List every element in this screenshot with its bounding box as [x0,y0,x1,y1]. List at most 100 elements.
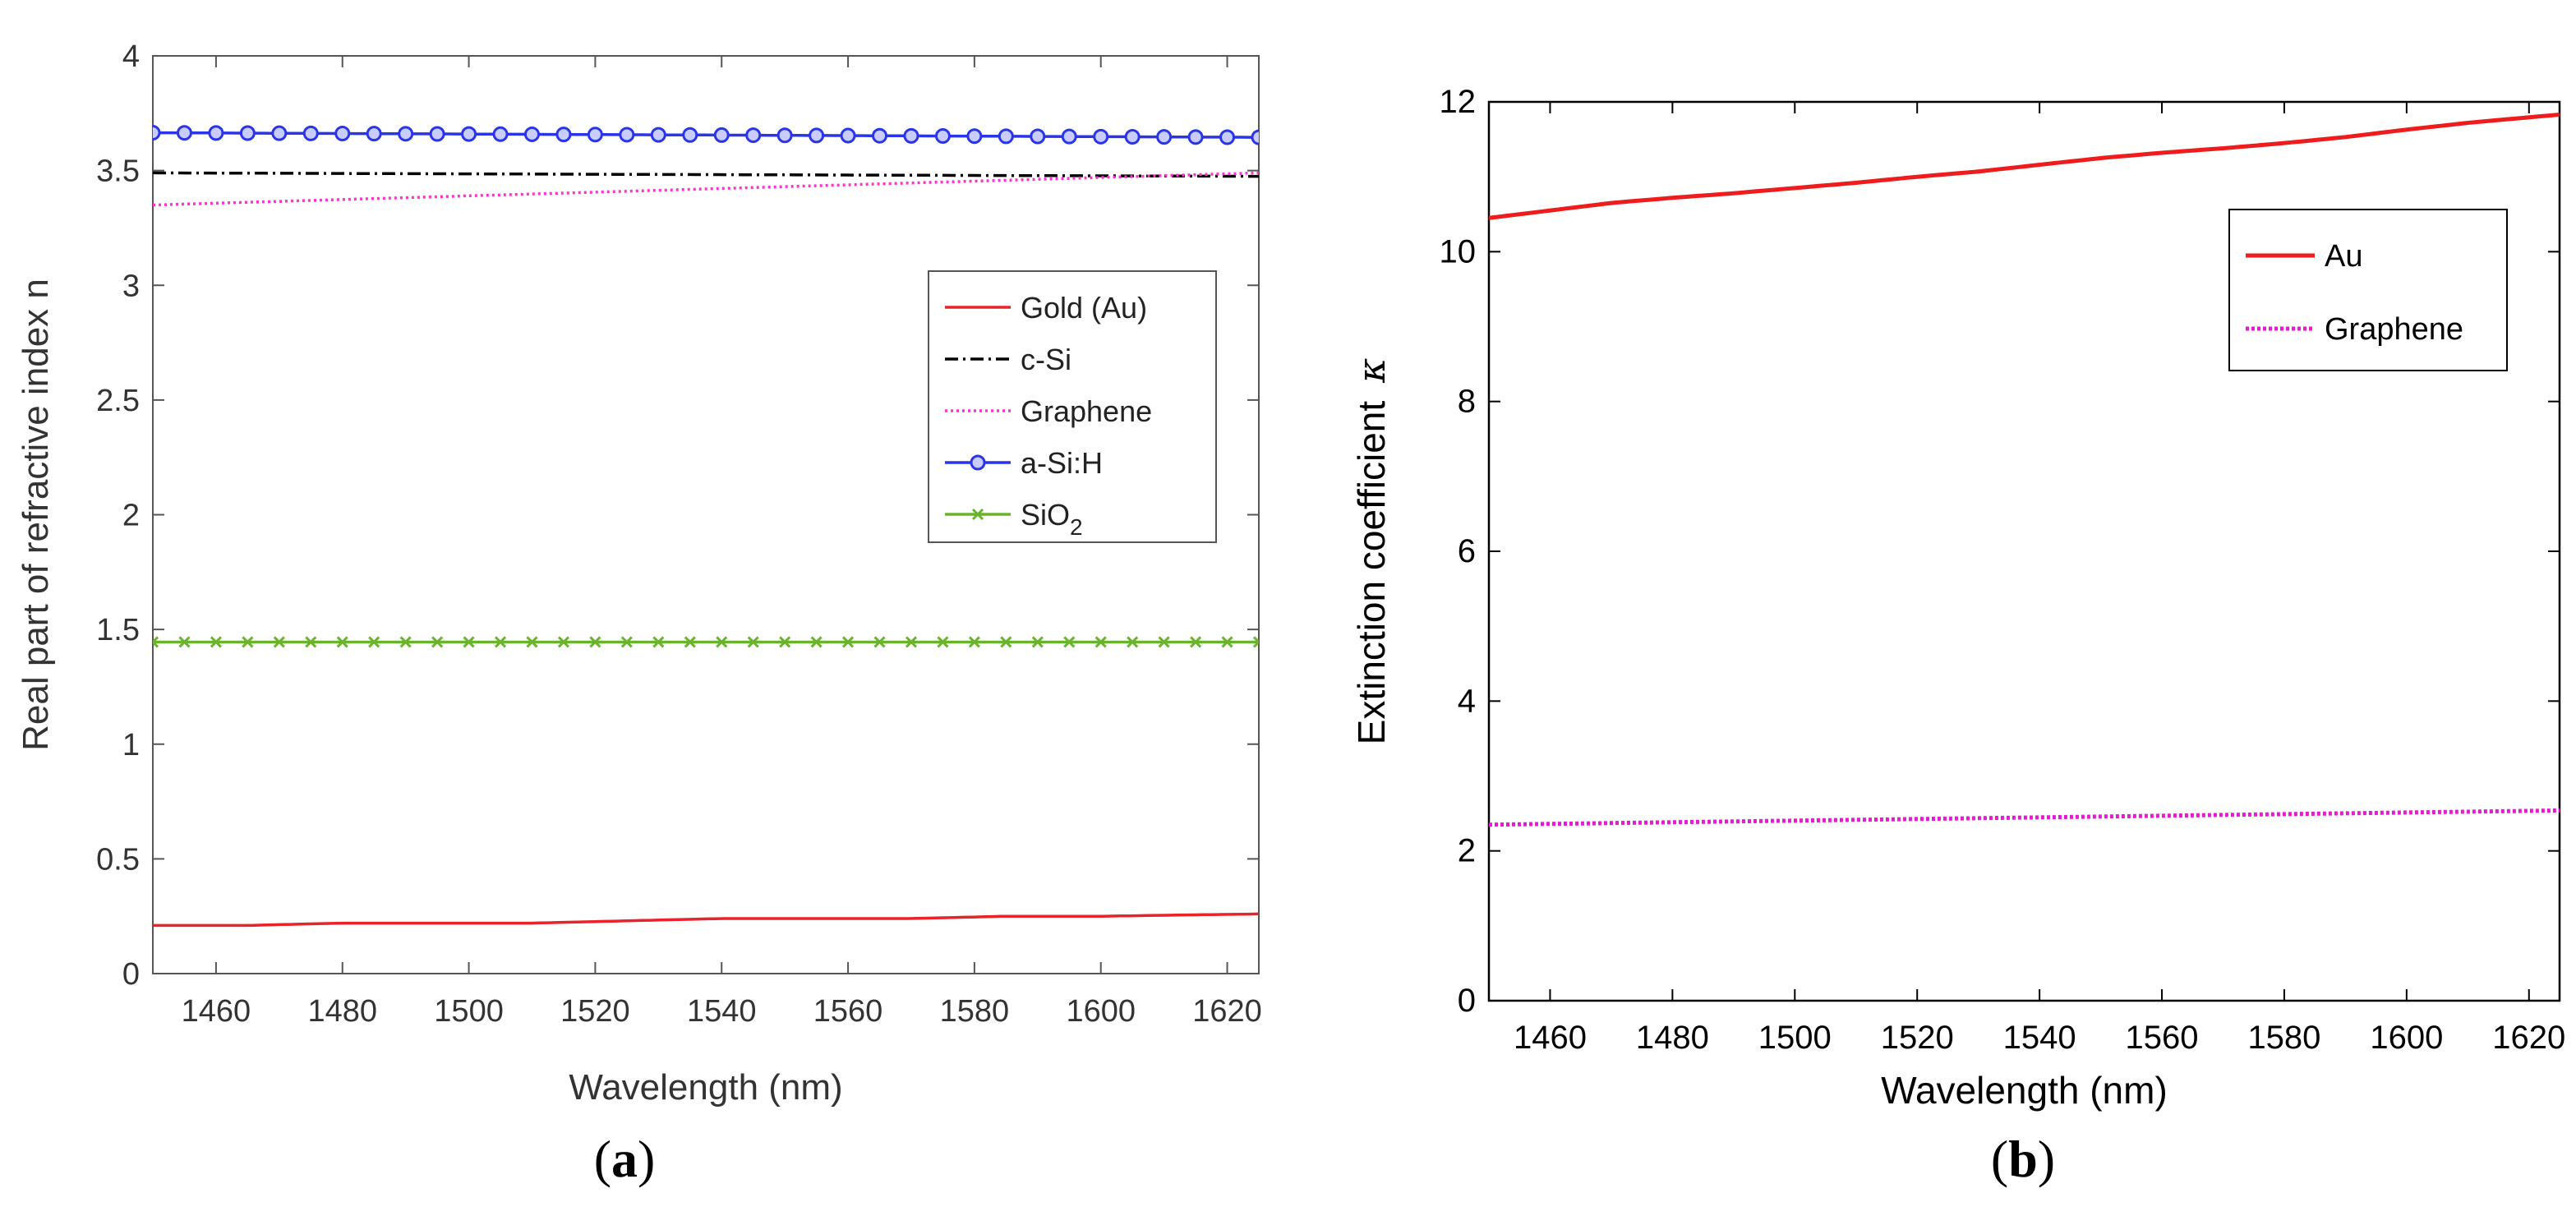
y-tick-label: 4 [122,39,140,74]
series-marker-sio [747,636,759,648]
y-tick-label: 0 [122,957,140,992]
series-marker-sio [1190,636,1202,648]
legend-entry: c-Si [1021,343,1071,376]
series-marker-a-si-h [492,126,509,142]
panel-letter: a [611,1130,638,1188]
series-marker-a-si-h [587,127,603,143]
series-marker-a-si-h [934,128,951,145]
series-marker-a-si-h [903,127,919,144]
series-marker-sio [1221,636,1233,648]
legend-marker [970,454,986,471]
series-marker-a-si-h [555,127,572,143]
y-tick-label: 4 [1458,683,1476,719]
series-layer [1489,113,2560,827]
y-axis-symbol: κ [1349,358,1394,384]
x-tick-label: 1540 [2003,1020,2076,1056]
legend-entry: a-Si:H [1021,446,1103,480]
series-marker-sio [716,636,728,648]
series-marker-sio [841,636,855,648]
series-line-au [1489,113,2560,220]
series-marker-sio [210,636,222,648]
panel-letter: b [2008,1130,2038,1188]
series-marker-a-si-h [153,125,161,141]
series-marker-a-si-h [809,127,825,144]
series-marker-sio [1127,636,1139,648]
series-layer [153,125,1259,928]
legend-frame [928,270,1217,543]
x-tick-label: 1600 [1066,994,1136,1029]
series-marker-sio [399,636,412,648]
legend-entry-label: c-Si [1021,343,1071,376]
series-marker-sio [779,636,791,648]
x-tick-label: 1580 [2247,1020,2320,1056]
legend-entry-label: Au [2325,239,2362,274]
y-tick-label: 0 [1458,983,1476,1019]
legend-entry-label: Graphene [1021,394,1152,428]
series-marker-sio [968,636,980,648]
series-marker-a-si-h [208,125,224,141]
x-tick-label: 1620 [1192,994,1262,1029]
series-marker-sio [305,636,317,648]
panel-paren-open: ( [1991,1130,2008,1188]
series-marker-a-si-h [1061,128,1077,145]
panel-label: (b) [1991,1130,2055,1188]
x-tick-label: 1520 [560,994,630,1029]
series-marker-sio [463,636,475,648]
series-marker-sio [620,636,633,648]
x-axis-label: Wavelength (nm) [569,1067,842,1108]
x-tick-label: 1500 [1758,1020,1832,1056]
legend: Gold (Au) c-Si Graphene a-Si:H SiO2 [928,270,1217,543]
series-marker-a-si-h [650,127,666,143]
series-marker-a-si-h [1187,129,1204,145]
series-marker-sio [1158,636,1170,648]
legend-entry-label: Graphene [2325,312,2463,347]
y-axis-label: Real part of refractive index n [16,279,56,751]
y-tick-label: 8 [1458,384,1476,420]
x-axis-label: Wavelength (nm) [1881,1069,2168,1112]
y-tick-label: 2 [1458,833,1476,869]
series-marker-a-si-h [398,126,414,142]
series-marker-sio [153,636,159,648]
series-marker-a-si-h [1219,129,1236,145]
x-tick-label: 1560 [813,994,883,1029]
legend-entry-label: a-Si:H [1021,446,1103,480]
x-tick-label: 1560 [2126,1020,2199,1056]
series-line-graphene [1489,808,2560,827]
y-tick-label: 1 [122,728,140,762]
series-marker-a-si-h [1251,129,1259,145]
series-marker-a-si-h [619,127,635,143]
legend-entry: Graphene [1021,394,1152,428]
series-marker-a-si-h [366,126,382,142]
y-tick-label: 10 [1440,233,1477,269]
series-marker-sio [937,636,949,648]
x-tick-label: 1480 [1636,1020,1709,1056]
series-line-graphene [153,171,1259,207]
series-marker-sio [273,636,285,648]
y-tick-label: 6 [1458,533,1476,569]
series-marker-sio [1063,636,1076,648]
series-marker-sio [431,636,444,648]
panel-paren-open: ( [594,1130,611,1188]
legend-entry: SiO2 [1021,498,1083,540]
series-marker-sio [1031,636,1044,648]
series-marker-sio [873,636,886,648]
series-line-a-si-h [153,131,1259,139]
x-tick-label: 1460 [1514,1020,1587,1056]
series-marker-a-si-h [429,126,445,142]
y-tick-label: 12 [1440,84,1477,120]
series-marker-sio [1094,636,1107,648]
legend-marker [971,508,984,521]
series-marker-a-si-h [745,127,762,144]
y-tick-label: 3 [122,269,140,303]
series-marker-a-si-h [271,125,288,141]
series-marker-a-si-h [966,128,983,145]
x-tick-label: 1540 [687,994,757,1029]
series-marker-sio [652,636,665,648]
series-marker-a-si-h [682,127,698,143]
series-marker-sio [1000,636,1012,648]
y-tick-label: 3.5 [96,154,140,189]
panel-label: (a) [594,1130,656,1188]
x-tick-label: 1500 [434,994,504,1029]
series-marker-sio [905,636,918,648]
